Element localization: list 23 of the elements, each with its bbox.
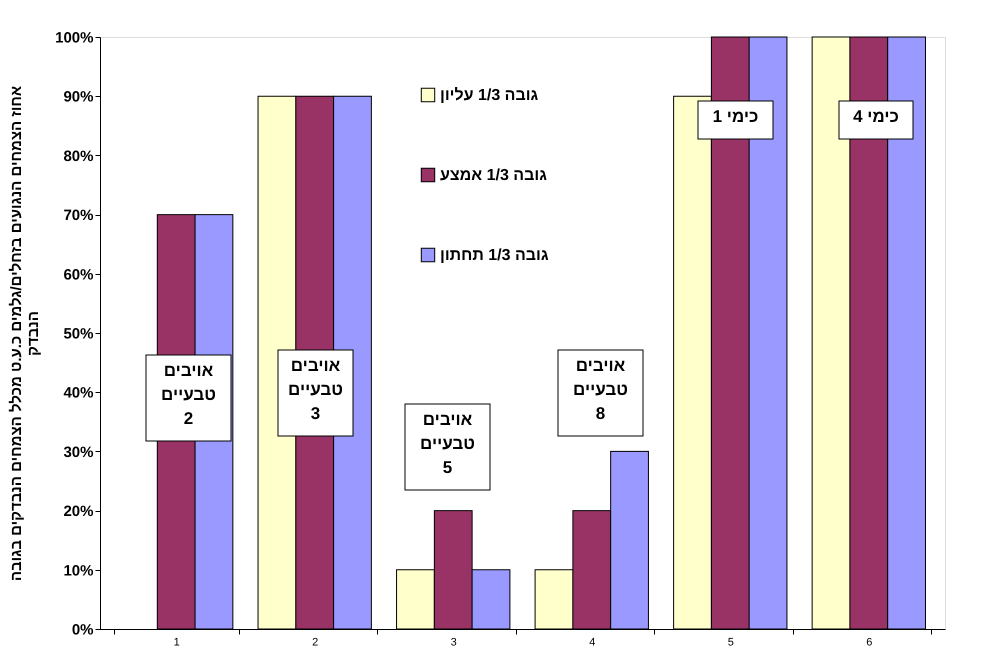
y-tick-label: 20% xyxy=(63,503,94,520)
x-tick-label: 4 xyxy=(589,636,596,648)
y-tick-label: 10% xyxy=(63,562,94,580)
y-tick-label: 90% xyxy=(63,88,94,106)
y-tick-label: 50% xyxy=(63,326,94,342)
x-tick-label: 1 xyxy=(174,636,180,648)
y-tick-label: 60% xyxy=(63,266,94,284)
y-tick-label: 100% xyxy=(55,30,94,46)
y-tick-label: 80% xyxy=(63,148,94,165)
x-tick-label: 6 xyxy=(866,636,872,648)
annotation: כימי 4 xyxy=(853,107,899,126)
annotation: כימי 1 xyxy=(712,107,758,126)
x-tick-label: 5 xyxy=(728,636,734,648)
y-axis-title: אחוז הצמחים הנגועים בזחלים/גלמים כ.ע.ט מכלל הצמחים הנבדקים בגובה הנבדק xyxy=(8,86,42,582)
legend-label: גובה 1/3 תחתון xyxy=(440,247,549,264)
x-tick-label: 3 xyxy=(450,636,457,648)
y-tick-label: 30% xyxy=(63,444,94,461)
x-tick-label: 2 xyxy=(312,636,318,648)
y-tick-label: 70% xyxy=(63,207,94,224)
legend-label: גובה 1/3 עליון xyxy=(440,86,539,104)
y-tick-label: 0% xyxy=(72,622,94,638)
legend-label: גובה 1/3 אמצע xyxy=(440,167,548,184)
y-tick-label: 40% xyxy=(63,384,94,402)
